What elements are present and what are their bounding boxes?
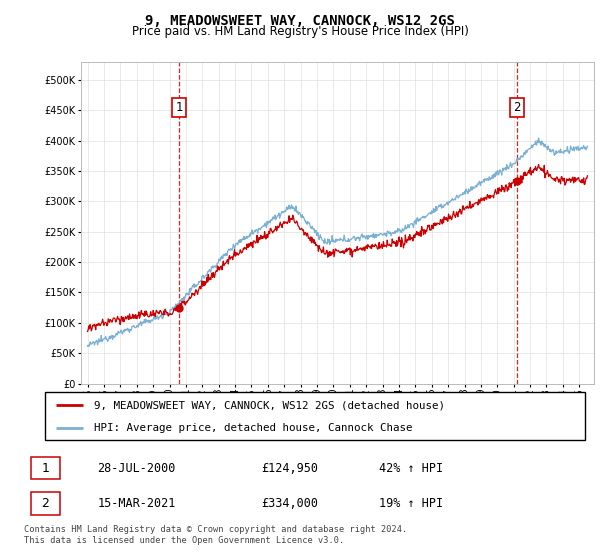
Text: £334,000: £334,000 [261,497,318,510]
Text: 1: 1 [175,101,183,114]
Text: 28-JUL-2000: 28-JUL-2000 [97,462,176,475]
Text: 19% ↑ HPI: 19% ↑ HPI [379,497,443,510]
FancyBboxPatch shape [45,392,585,440]
Text: 15-MAR-2021: 15-MAR-2021 [97,497,176,510]
Text: Price paid vs. HM Land Registry's House Price Index (HPI): Price paid vs. HM Land Registry's House … [131,25,469,38]
Text: HPI: Average price, detached house, Cannock Chase: HPI: Average price, detached house, Cann… [94,423,412,433]
FancyBboxPatch shape [31,457,60,479]
Text: 2: 2 [41,497,49,510]
Text: 42% ↑ HPI: 42% ↑ HPI [379,462,443,475]
Text: Contains HM Land Registry data © Crown copyright and database right 2024.
This d: Contains HM Land Registry data © Crown c… [24,525,407,545]
Text: 1: 1 [41,462,49,475]
Text: 2: 2 [514,101,521,114]
Text: 9, MEADOWSWEET WAY, CANNOCK, WS12 2GS (detached house): 9, MEADOWSWEET WAY, CANNOCK, WS12 2GS (d… [94,400,445,410]
Text: 9, MEADOWSWEET WAY, CANNOCK, WS12 2GS: 9, MEADOWSWEET WAY, CANNOCK, WS12 2GS [145,14,455,28]
FancyBboxPatch shape [31,492,60,515]
Text: £124,950: £124,950 [261,462,318,475]
